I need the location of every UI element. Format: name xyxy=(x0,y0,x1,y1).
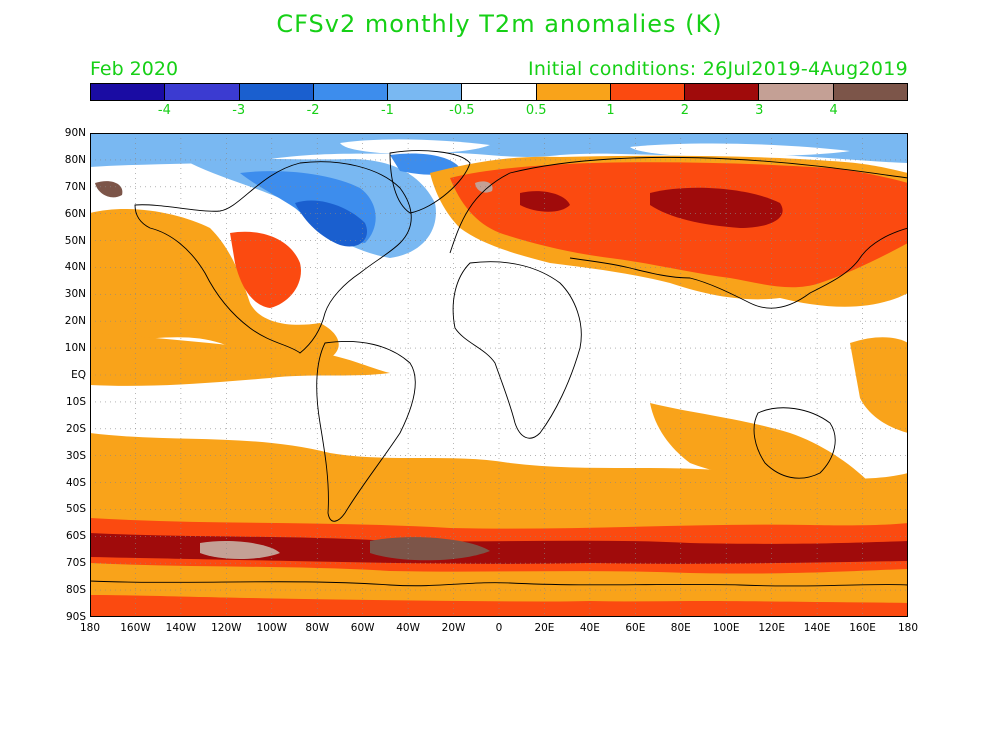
colorbar-tick-label: -1 xyxy=(380,103,394,118)
longitude-labels: 180 160W 140W 120W 100W 80W 60W 40W 20W 0 20E 40E 60… xyxy=(80,622,918,638)
latitude-labels: 90N 80N 70N 60N 50N 40N 30N 20N 10N EQ 10S 20S 30S 40… xyxy=(40,127,88,623)
colorbar-segment xyxy=(91,84,166,100)
antarctic-red xyxy=(90,595,908,617)
latitude-label: 40N xyxy=(64,261,86,274)
colorbar-segment xyxy=(610,84,686,100)
coast-australia xyxy=(753,407,836,479)
latitude-label: 10N xyxy=(64,342,86,355)
colorbar-segment xyxy=(462,84,537,100)
na-west-warm xyxy=(90,208,339,360)
latitude-label: 60N xyxy=(64,207,86,220)
longitude-label: 60E xyxy=(625,622,646,634)
colorbar xyxy=(90,83,908,101)
coastlines xyxy=(90,150,908,587)
anomaly-map xyxy=(90,133,908,617)
indian-ocean-warm xyxy=(650,403,870,485)
colorbar-tick-label: -3 xyxy=(232,103,246,118)
latitude-label: 90N xyxy=(64,127,86,139)
longitude-label: 140W xyxy=(165,622,197,634)
latitude-label: 90S xyxy=(65,611,86,623)
colorbar-segment xyxy=(313,84,389,100)
latitude-label: 10S xyxy=(65,395,86,408)
pacific-east-warm xyxy=(850,337,908,433)
coast-eurasia xyxy=(449,156,908,309)
eurasia-red xyxy=(450,162,908,288)
southern-ocean-pink xyxy=(200,541,280,559)
latitude-label: 50N xyxy=(64,234,86,247)
colorbar-segment xyxy=(165,84,240,100)
chart-title: CFSv2 monthly T2m anomalies (K) xyxy=(276,10,723,38)
latitude-label: 30S xyxy=(65,449,86,462)
longitude-label: 160E xyxy=(849,622,876,634)
na-cold-deep xyxy=(295,200,368,247)
latitude-label: 30N xyxy=(64,288,86,301)
colorbar-tick-label: -4 xyxy=(157,103,171,118)
colorbar-tick-label: 2 xyxy=(680,103,690,118)
coast-antarctica xyxy=(90,580,908,587)
latitude-label: 70N xyxy=(64,180,86,193)
colorbar-segment xyxy=(388,84,463,100)
latitude-label: 40S xyxy=(65,476,86,489)
colorbar-segment xyxy=(833,84,907,100)
colorbar-segment xyxy=(685,84,760,100)
colorbar-tick-label: 4 xyxy=(829,103,838,118)
latitude-label: EQ xyxy=(71,369,86,381)
arctic-white-patch-2 xyxy=(630,143,850,157)
coast-south-america xyxy=(316,340,416,522)
colorbar-tick-label: 1 xyxy=(606,103,615,118)
arctic-white-patch xyxy=(340,139,490,154)
colorbar-tick-label: 3 xyxy=(755,103,764,118)
longitude-label: 160W xyxy=(120,622,151,634)
arctic-brown xyxy=(475,181,493,193)
southern-ocean-brown xyxy=(370,537,490,561)
longitude-label: 140E xyxy=(803,622,831,634)
greenland-cold xyxy=(390,153,460,175)
colorbar-segment xyxy=(239,84,314,100)
initial-conditions: Initial conditions: 26Jul2019-4Aug2019 xyxy=(527,58,908,80)
longitude-label: 80E xyxy=(670,622,691,634)
longitude-label: 20E xyxy=(534,622,555,634)
colorbar-labels: -4 -3 -2 -1 -0.5 0.5 1 2 3 4 xyxy=(90,103,908,123)
longitude-label: 20W xyxy=(441,622,466,634)
longitude-label: 120E xyxy=(758,622,785,634)
longitude-label: 80W xyxy=(305,622,330,634)
longitude-label: 0 xyxy=(495,622,503,634)
grid-lines xyxy=(90,133,908,617)
colorbar-tick-label: 0.5 xyxy=(525,103,547,118)
longitude-label: 180 xyxy=(897,622,919,634)
longitude-label: 40E xyxy=(579,622,600,634)
latitude-label: 20N xyxy=(64,315,86,328)
latitude-label: 50S xyxy=(65,503,86,516)
siberia-darkred xyxy=(650,187,783,228)
latitude-label: 80N xyxy=(64,153,86,166)
nw-brown xyxy=(95,181,123,198)
latitude-label: 80S xyxy=(65,584,86,597)
colorbar-segment xyxy=(759,84,834,100)
latitude-label: 70S xyxy=(65,557,86,570)
coast-greenland xyxy=(389,150,471,214)
arctic-blue-band xyxy=(90,133,908,167)
longitude-label: 100E xyxy=(712,622,740,634)
tropical-band-north xyxy=(90,333,390,386)
map-frame xyxy=(90,133,908,617)
colorbar-segment xyxy=(536,84,611,100)
coast-africa xyxy=(452,261,582,439)
longitude-label: 40W xyxy=(396,622,420,634)
coast-north-america xyxy=(134,161,412,354)
europe-darkred xyxy=(520,191,570,212)
colorbar-tick-label: -2 xyxy=(306,103,320,118)
longitude-label: 120W xyxy=(211,622,242,634)
forecast-month: Feb 2020 xyxy=(90,58,179,80)
latitude-label: 60S xyxy=(65,530,86,543)
na-west-red xyxy=(230,231,301,308)
colorbar-tick-label: -0.5 xyxy=(449,103,475,118)
latitude-label: 20S xyxy=(65,422,86,435)
longitude-label: 100W xyxy=(256,622,287,634)
longitude-label: 60W xyxy=(350,622,375,634)
longitude-label: 180 xyxy=(79,622,101,634)
